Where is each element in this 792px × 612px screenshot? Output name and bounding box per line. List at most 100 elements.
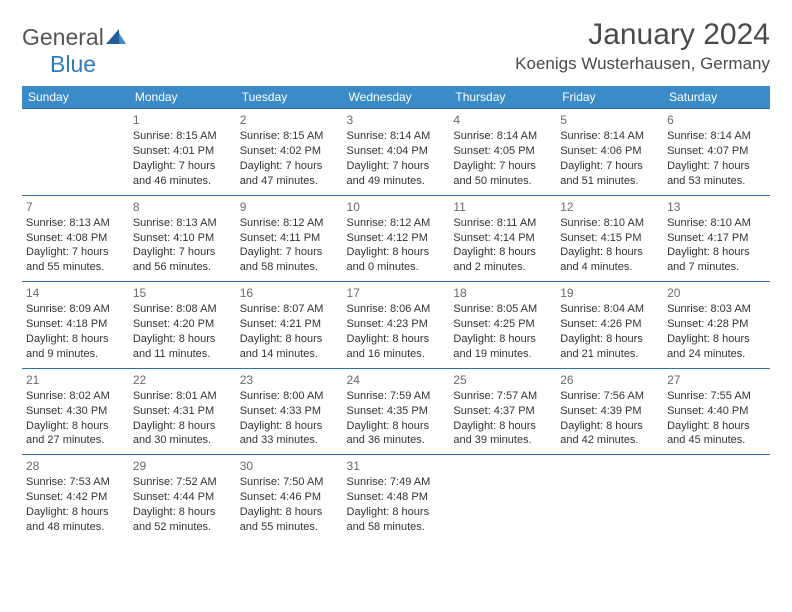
weekday-header: Sunday: [22, 86, 129, 109]
dl1-text: Daylight: 8 hours: [240, 419, 339, 434]
sunrise-text: Sunrise: 7:49 AM: [347, 475, 446, 490]
dl2-text: and 30 minutes.: [133, 433, 232, 448]
day-number: 15: [133, 285, 232, 301]
dl1-text: Daylight: 8 hours: [26, 419, 125, 434]
sunrise-text: Sunrise: 7:52 AM: [133, 475, 232, 490]
header: General Blue January 2024 Koenigs Wuster…: [22, 18, 770, 78]
sunset-text: Sunset: 4:05 PM: [453, 144, 552, 159]
calendar-day-cell: 15Sunrise: 8:08 AMSunset: 4:20 PMDayligh…: [129, 282, 236, 369]
calendar-day-cell: 28Sunrise: 7:53 AMSunset: 4:42 PMDayligh…: [22, 455, 129, 541]
dl1-text: Daylight: 7 hours: [347, 159, 446, 174]
calendar-week-row: 14Sunrise: 8:09 AMSunset: 4:18 PMDayligh…: [22, 282, 770, 369]
dl2-text: and 21 minutes.: [560, 347, 659, 362]
sunset-text: Sunset: 4:39 PM: [560, 404, 659, 419]
sunset-text: Sunset: 4:12 PM: [347, 231, 446, 246]
dl2-text: and 39 minutes.: [453, 433, 552, 448]
dl1-text: Daylight: 8 hours: [133, 332, 232, 347]
calendar-day-cell: 5Sunrise: 8:14 AMSunset: 4:06 PMDaylight…: [556, 109, 663, 196]
day-number: 9: [240, 199, 339, 215]
dl1-text: Daylight: 8 hours: [667, 332, 766, 347]
calendar-week-row: 21Sunrise: 8:02 AMSunset: 4:30 PMDayligh…: [22, 368, 770, 455]
sunset-text: Sunset: 4:23 PM: [347, 317, 446, 332]
calendar-day-cell: 21Sunrise: 8:02 AMSunset: 4:30 PMDayligh…: [22, 368, 129, 455]
calendar-day-cell: 12Sunrise: 8:10 AMSunset: 4:15 PMDayligh…: [556, 195, 663, 282]
dl1-text: Daylight: 8 hours: [560, 245, 659, 260]
dl1-text: Daylight: 7 hours: [240, 159, 339, 174]
calendar-day-cell: 8Sunrise: 8:13 AMSunset: 4:10 PMDaylight…: [129, 195, 236, 282]
sunset-text: Sunset: 4:42 PM: [26, 490, 125, 505]
day-number: 24: [347, 372, 446, 388]
logo-word-general: General: [22, 24, 104, 50]
dl2-text: and 51 minutes.: [560, 174, 659, 189]
sunrise-text: Sunrise: 8:14 AM: [453, 129, 552, 144]
calendar-day-cell: 25Sunrise: 7:57 AMSunset: 4:37 PMDayligh…: [449, 368, 556, 455]
sunrise-text: Sunrise: 8:08 AM: [133, 302, 232, 317]
dl1-text: Daylight: 7 hours: [133, 245, 232, 260]
calendar-day-cell: [663, 455, 770, 541]
dl2-text: and 4 minutes.: [560, 260, 659, 275]
sunset-text: Sunset: 4:11 PM: [240, 231, 339, 246]
weekday-header: Tuesday: [236, 86, 343, 109]
dl2-text: and 53 minutes.: [667, 174, 766, 189]
calendar-day-cell: 10Sunrise: 8:12 AMSunset: 4:12 PMDayligh…: [343, 195, 450, 282]
sunset-text: Sunset: 4:18 PM: [26, 317, 125, 332]
weekday-header: Wednesday: [343, 86, 450, 109]
dl1-text: Daylight: 7 hours: [133, 159, 232, 174]
day-number: 1: [133, 112, 232, 128]
sunset-text: Sunset: 4:40 PM: [667, 404, 766, 419]
title-block: January 2024 Koenigs Wusterhausen, Germa…: [515, 18, 770, 74]
dl1-text: Daylight: 8 hours: [560, 332, 659, 347]
dl1-text: Daylight: 7 hours: [560, 159, 659, 174]
weekday-header: Monday: [129, 86, 236, 109]
calendar-day-cell: 13Sunrise: 8:10 AMSunset: 4:17 PMDayligh…: [663, 195, 770, 282]
sunrise-text: Sunrise: 8:14 AM: [667, 129, 766, 144]
sunrise-text: Sunrise: 8:14 AM: [560, 129, 659, 144]
dl2-text: and 46 minutes.: [133, 174, 232, 189]
dl1-text: Daylight: 8 hours: [240, 505, 339, 520]
dl2-text: and 19 minutes.: [453, 347, 552, 362]
sunset-text: Sunset: 4:33 PM: [240, 404, 339, 419]
day-number: 11: [453, 199, 552, 215]
dl2-text: and 33 minutes.: [240, 433, 339, 448]
day-number: 2: [240, 112, 339, 128]
sunrise-text: Sunrise: 7:50 AM: [240, 475, 339, 490]
sunset-text: Sunset: 4:20 PM: [133, 317, 232, 332]
sunrise-text: Sunrise: 8:07 AM: [240, 302, 339, 317]
dl1-text: Daylight: 8 hours: [667, 245, 766, 260]
dl1-text: Daylight: 7 hours: [453, 159, 552, 174]
dl1-text: Daylight: 8 hours: [26, 505, 125, 520]
sunset-text: Sunset: 4:10 PM: [133, 231, 232, 246]
dl1-text: Daylight: 8 hours: [347, 245, 446, 260]
sunset-text: Sunset: 4:21 PM: [240, 317, 339, 332]
sunrise-text: Sunrise: 7:59 AM: [347, 389, 446, 404]
day-number: 19: [560, 285, 659, 301]
sunset-text: Sunset: 4:14 PM: [453, 231, 552, 246]
sunrise-text: Sunrise: 8:04 AM: [560, 302, 659, 317]
day-number: 22: [133, 372, 232, 388]
calendar-week-row: 28Sunrise: 7:53 AMSunset: 4:42 PMDayligh…: [22, 455, 770, 541]
day-number: 18: [453, 285, 552, 301]
sunset-text: Sunset: 4:01 PM: [133, 144, 232, 159]
dl2-text: and 16 minutes.: [347, 347, 446, 362]
dl1-text: Daylight: 8 hours: [26, 332, 125, 347]
day-number: 27: [667, 372, 766, 388]
calendar-day-cell: [556, 455, 663, 541]
dl1-text: Daylight: 8 hours: [560, 419, 659, 434]
dl2-text: and 56 minutes.: [133, 260, 232, 275]
calendar-day-cell: 20Sunrise: 8:03 AMSunset: 4:28 PMDayligh…: [663, 282, 770, 369]
day-number: 4: [453, 112, 552, 128]
sunset-text: Sunset: 4:46 PM: [240, 490, 339, 505]
day-number: 28: [26, 458, 125, 474]
day-number: 13: [667, 199, 766, 215]
sunset-text: Sunset: 4:28 PM: [667, 317, 766, 332]
sunrise-text: Sunrise: 8:11 AM: [453, 216, 552, 231]
dl2-text: and 49 minutes.: [347, 174, 446, 189]
month-title: January 2024: [515, 18, 770, 52]
sunrise-text: Sunrise: 8:00 AM: [240, 389, 339, 404]
calendar-day-cell: 23Sunrise: 8:00 AMSunset: 4:33 PMDayligh…: [236, 368, 343, 455]
dl2-text: and 42 minutes.: [560, 433, 659, 448]
dl1-text: Daylight: 7 hours: [667, 159, 766, 174]
day-number: 14: [26, 285, 125, 301]
calendar-day-cell: 19Sunrise: 8:04 AMSunset: 4:26 PMDayligh…: [556, 282, 663, 369]
calendar-day-cell: [22, 109, 129, 196]
